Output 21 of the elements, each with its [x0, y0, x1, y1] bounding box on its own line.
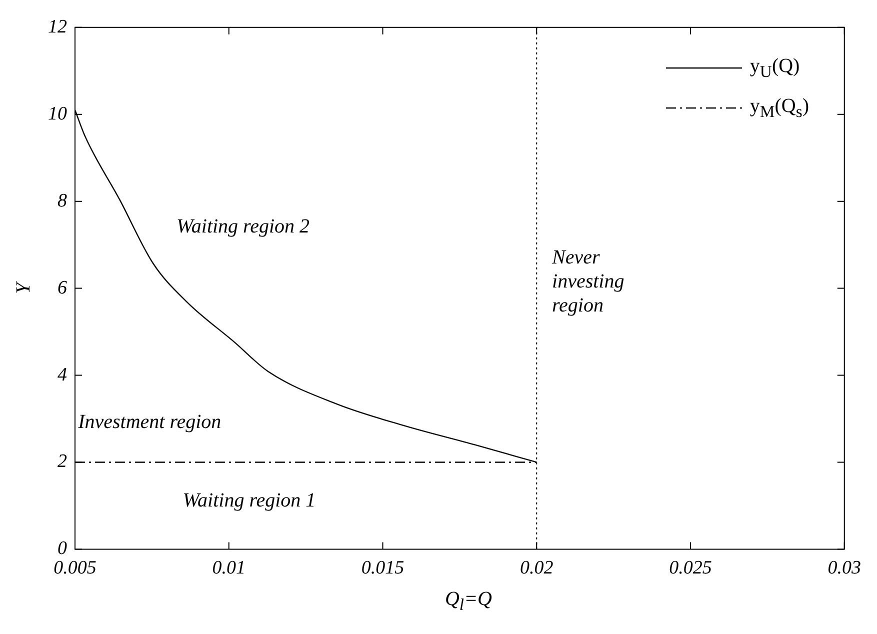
annotation: Waiting region 2 [176, 216, 310, 238]
x-tick-label: 0.005 [54, 558, 96, 579]
y-tick-label: 12 [48, 16, 68, 38]
x-tick-label: 0.01 [212, 558, 246, 579]
x-tick-label: 0.015 [361, 558, 404, 579]
y-tick-label: 8 [58, 190, 68, 212]
y-axis-title: Y [12, 280, 34, 294]
y-tick-label: 2 [58, 451, 68, 472]
y-tick-label: 10 [48, 103, 68, 124]
y-tick-label: 4 [58, 364, 68, 386]
x-tick-label: 0.03 [828, 558, 861, 579]
y-tick-label: 0 [58, 538, 68, 560]
x-tick-label: 0.025 [669, 558, 712, 579]
x-axis-title: Q$_{l}$=Q [444, 588, 494, 615]
annotation: Never investing region [551, 246, 624, 316]
legend-label: y$_{U}$(Q) [750, 54, 800, 82]
annotation: Investment region [77, 411, 222, 434]
annotation: Waiting region 1 [182, 489, 316, 512]
y-tick-label: 6 [58, 277, 68, 298]
x-tick-label: 0.02 [520, 558, 554, 579]
legend-label: y$_{M}$(Q$_{s}$) [750, 94, 809, 122]
